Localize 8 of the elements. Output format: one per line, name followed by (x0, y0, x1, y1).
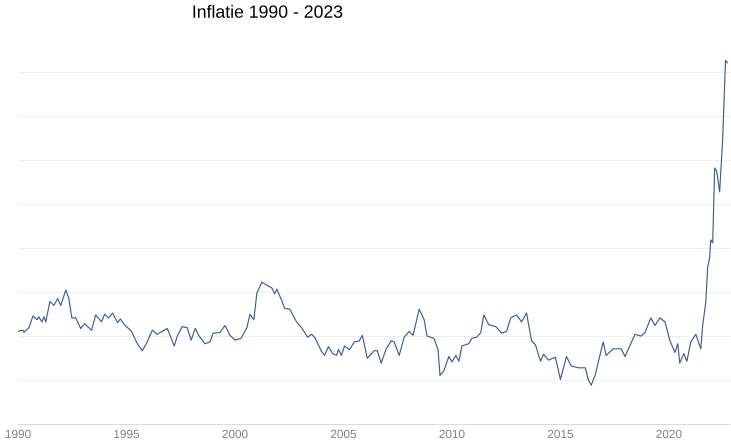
x-tick-label: 1990 (6, 430, 31, 438)
x-tick-label: 1995 (114, 430, 140, 438)
x-tick-label: 2015 (548, 430, 573, 438)
x-tick-label: 2010 (439, 430, 465, 438)
chart-title: Inflatie 1990 - 2023 (193, 4, 342, 18)
x-tick-label: 2005 (330, 430, 356, 438)
x-tick-label: 2000 (222, 430, 248, 438)
x-tick-label: 2020 (656, 430, 682, 438)
